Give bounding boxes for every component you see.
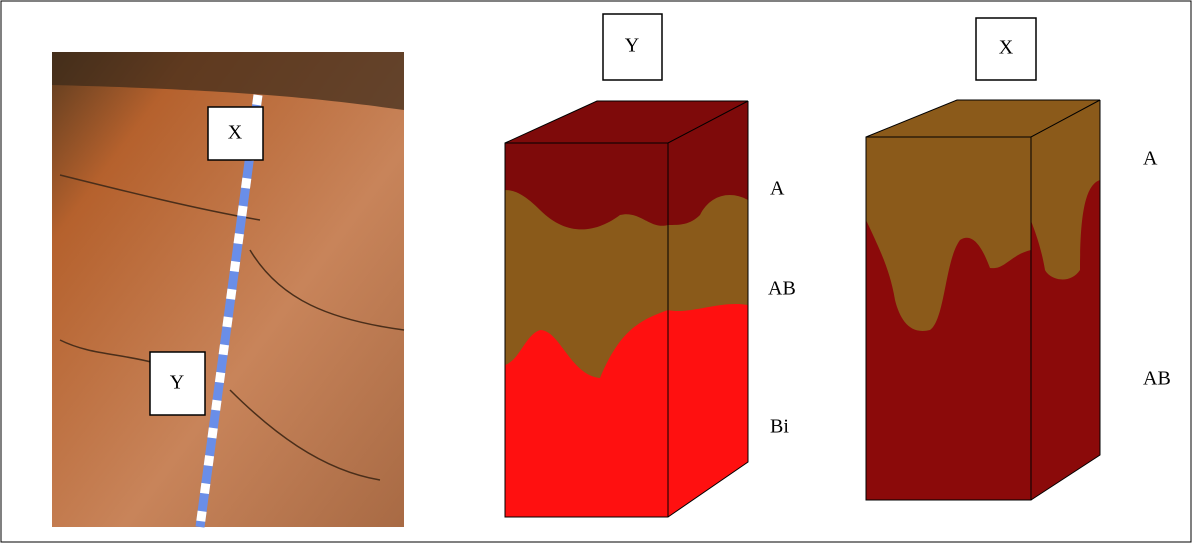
photo-label: X — [228, 122, 243, 144]
horizon-label: AB — [768, 278, 796, 300]
block-label: X — [999, 37, 1014, 59]
horizon-label: A — [1143, 148, 1158, 170]
soil-block — [505, 101, 748, 517]
block-label: Y — [625, 35, 639, 57]
horizon-label: AB — [1143, 368, 1171, 390]
horizon-label: A — [770, 178, 785, 200]
horizon-label: Bi — [770, 416, 789, 438]
photo-label: Y — [170, 372, 184, 394]
soil-block — [866, 100, 1100, 500]
figure: X Y Y A AB Bi X A AB — [0, 0, 1192, 543]
